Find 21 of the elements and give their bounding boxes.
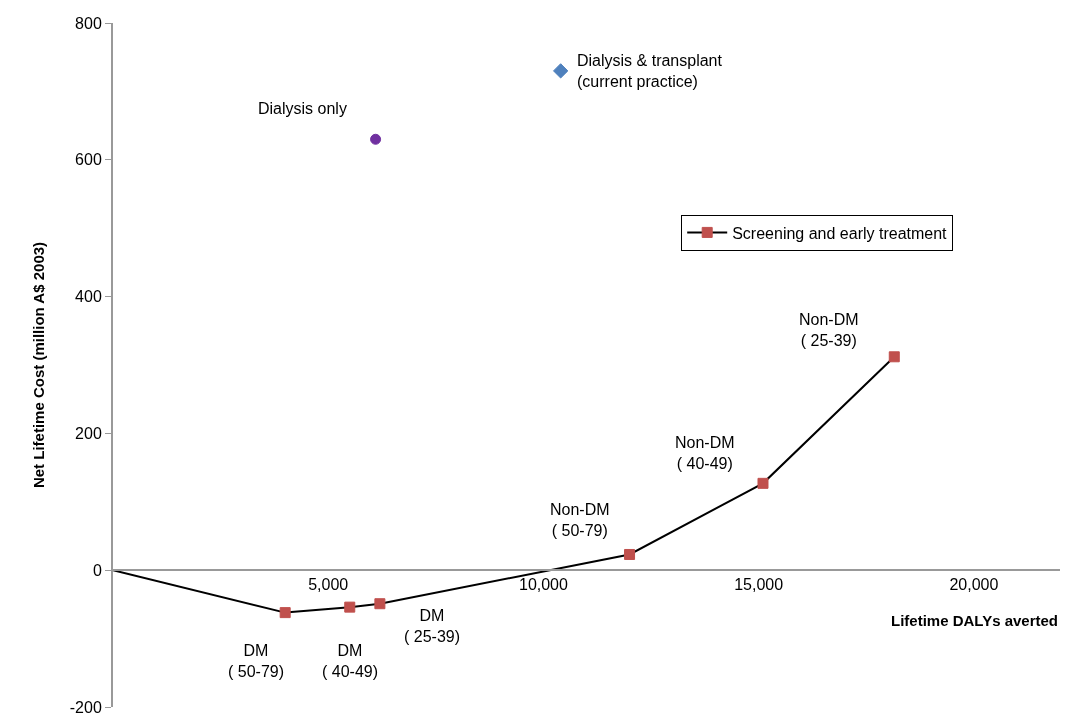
annotation: DM ( 25-39) (404, 607, 461, 645)
annotation: Non-DM ( 40-49) (675, 434, 735, 472)
y-tick-label: 600 (75, 151, 102, 169)
annotation: Non-DM ( 25-39) (799, 311, 859, 349)
x-axis-title: Lifetime DALYs averted (891, 612, 1059, 629)
annotation: Dialysis & transplant (current practice) (577, 52, 723, 90)
y-tick-label: 400 (75, 288, 102, 306)
y-axis-title: Net Lifetime Cost (million A$ 2003) (29, 241, 47, 489)
y-tick-label: 0 (92, 561, 102, 579)
annotation: DM ( 40-49) (322, 642, 379, 680)
y-tick-label: -200 (69, 698, 102, 716)
annotation: Dialysis only (258, 100, 347, 117)
x-tick-label: 5,000 (308, 576, 349, 594)
y-tick-label: 200 (75, 425, 102, 442)
x-tick-label: 20,000 (949, 576, 999, 594)
x-tick-label: 10,000 (518, 576, 569, 594)
annotation: DM ( 50-79) (228, 642, 285, 680)
legend-label: Screening and early treatment (732, 224, 948, 242)
y-tick-label: 800 (75, 14, 102, 32)
annotation: Non-DM ( 50-79) (550, 501, 610, 539)
x-tick-label: 15,000 (734, 576, 784, 594)
